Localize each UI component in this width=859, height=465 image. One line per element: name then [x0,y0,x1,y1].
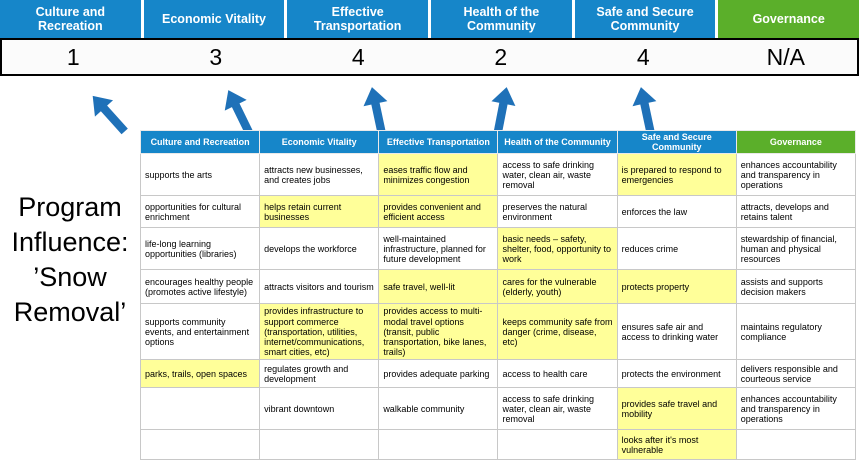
matrix-header-5: Governance [735,129,857,155]
matrix-cell-0-5: enhances accountability and transparency… [735,153,857,197]
matrix-cell-2-3: basic needs – safety, shelter, food, opp… [497,227,618,271]
program-title: Program Influence: ’Snow Removal’ [11,192,129,328]
matrix-cell-1-2: provides convenient and efficient access [378,195,499,229]
matrix-cell-6-0 [139,387,261,431]
matrix-cell-3-5: assists and supports decision makers [735,269,857,305]
matrix-row-6: vibrant downtown walkable community access… [139,387,857,431]
matrix-row-2: life-long learning opportunities (librar… [139,227,857,271]
matrix-row-0: supports the arts attracts new businesses… [139,153,857,197]
matrix-cell-6-4: provides safe travel and mobility [616,387,737,431]
matrix-row-4: supports community events, and entertain… [139,303,857,361]
matrix-cell-6-5: enhances accountability and transparency… [735,387,857,431]
matrix-row-1: opportunities for cultural enrichment hel… [139,195,857,229]
matrix-cell-0-1: attracts new businesses, and creates job… [259,153,380,197]
arrow-up-icon [632,87,657,135]
matrix-cell-1-5: attracts, develops and retains talent [735,195,857,229]
matrix-cell-3-4: protects property [616,269,737,305]
matrix-cell-2-1: develops the workforce [259,227,380,271]
matrix-cell-0-2: eases traffic flow and minimizes congest… [378,153,499,197]
arrow-up-icon [92,95,128,135]
scoreboard-score-3: 2 [494,43,508,70]
matrix-header-0: Culture and Recreation [139,129,261,155]
matrix-cell-7-1 [259,429,380,461]
scoreboard-headers: Culture and Recreation Economic Vitality E… [0,0,859,38]
matrix-cell-3-3: cares for the vulnerable (elderly, youth… [497,269,618,305]
matrix-cell-7-0 [139,429,261,461]
matrix-cell-3-2: safe travel, well-lit [378,269,499,305]
matrix-row-3: encourages healthy people (promotes acti… [139,269,857,305]
arrow-up-icon [491,87,516,135]
matrix-cell-6-2: walkable community [378,387,499,431]
matrix-cell-2-2: well-maintained infrastructure, planned … [378,227,499,271]
scoreboard-header-5: Governance [718,0,859,38]
matrix-cell-5-4: protects the environment [616,359,737,389]
scoreboard-header-2: Effective Transportation [287,0,429,38]
scoreboard-header-1: Economic Vitality [143,0,285,38]
influence-matrix: Culture and Recreation Economic Vitality E… [139,129,857,461]
matrix-cell-4-4: ensures safe air and access to drinking … [616,303,737,361]
matrix-cell-4-5: maintains regulatory compliance [735,303,857,361]
matrix-cell-3-1: attracts visitors and tourism [259,269,380,305]
matrix-cell-6-1: vibrant downtown [259,387,380,431]
matrix-cell-5-5: delivers responsible and courteous servi… [735,359,857,389]
matrix-cell-7-4: looks after it's most vulnerable [616,429,737,461]
matrix-cell-5-1: regulates growth and development [259,359,380,389]
matrix-cell-4-0: supports community events, and entertain… [139,303,261,361]
matrix-cell-4-3: keeps community safe from danger (crime,… [497,303,618,361]
scoreboard-score-5: N/A [766,43,805,70]
matrix-cell-7-3 [497,429,618,461]
matrix-row-7: looks after it's most vulnerable [139,429,857,461]
matrix-cell-5-2: provides adequate parking [378,359,499,389]
matrix-cell-7-2 [378,429,499,461]
matrix-cell-2-5: stewardship of financial, human and phys… [735,227,857,271]
scoreboard-score-2: 4 [351,43,365,70]
arrow-up-icon [224,90,254,135]
matrix-cell-4-2: provides access to multi-modal travel op… [378,303,499,361]
matrix-cell-0-3: access to safe drinking water, clean air… [497,153,618,197]
matrix-header-2: Effective Transportation [378,129,499,155]
scoreboard-scores: 1 3 4 2 4 N/A [0,38,859,76]
matrix-cell-2-0: life-long learning opportunities (librar… [139,227,261,271]
matrix-row-5: parks, trails, open spaces regulates grow… [139,359,857,389]
matrix-header-3: Health of the Community [497,129,618,155]
matrix-header-1: Economic Vitality [259,129,380,155]
matrix-header-4: Safe and Secure Community [616,129,737,155]
scoreboard-score-0: 1 [66,43,80,70]
matrix-cell-3-0: encourages healthy people (promotes acti… [139,269,261,305]
matrix-cell-1-1: helps retain current businesses [259,195,380,229]
scoreboard-score-1: 3 [209,43,223,70]
arrow-up-icon [363,87,388,135]
scoreboard-header-3: Health of the Community [431,0,572,38]
scoreboard-header-4: Safe and Secure Community [574,0,716,38]
matrix-cell-7-5 [735,429,857,461]
matrix-cell-1-4: enforces the law [616,195,737,229]
matrix-cell-1-3: preserves the natural environment [497,195,618,229]
matrix-cell-1-0: opportunities for cultural enrichment [139,195,261,229]
matrix-cell-2-4: reduces crime [616,227,737,271]
matrix-cell-6-3: access to safe drinking water, clean air… [497,387,618,431]
matrix-cell-0-4: is prepared to respond to emergencies [616,153,737,197]
matrix-cell-5-0: parks, trails, open spaces [139,359,261,389]
matrix-cell-4-1: provides infrastructure to support comme… [259,303,380,361]
matrix-cell-5-3: access to health care [497,359,618,389]
matrix-header-row: Culture and Recreation Economic Vitality E… [139,129,857,155]
scoreboard-score-4: 4 [636,43,650,70]
scoreboard-header-0: Culture and Recreation [0,0,141,38]
matrix-cell-0-0: supports the arts [139,153,261,197]
